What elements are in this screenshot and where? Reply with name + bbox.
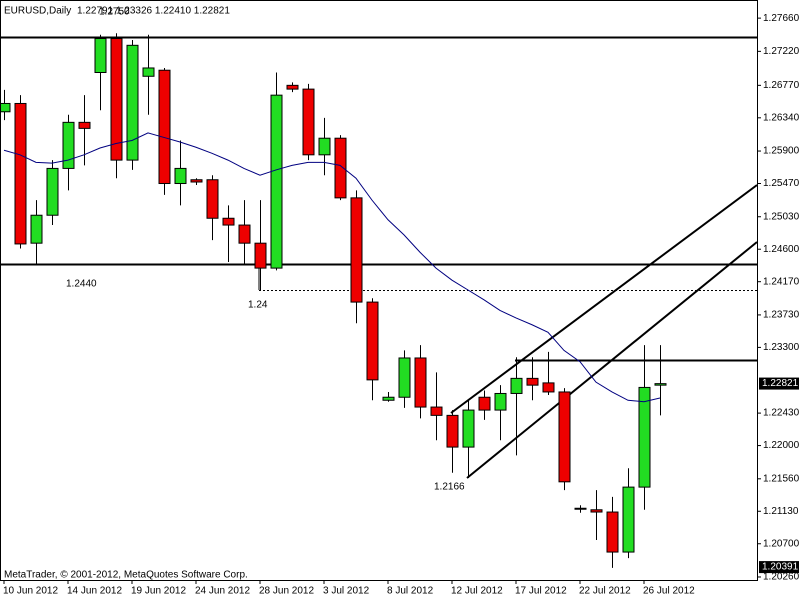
candle-body (174, 167, 187, 185)
moving-average (3, 132, 661, 403)
candle-body (238, 224, 251, 244)
candle-body (382, 396, 395, 401)
candle-body (270, 94, 283, 269)
candle-body (510, 377, 523, 394)
x-tick-label: 12 Jul 2012 (451, 586, 503, 597)
y-tick-label: 1.23300 (763, 342, 800, 353)
price-marker-label: 1.22821 (762, 378, 799, 389)
candle-body (142, 67, 155, 77)
channel-line (466, 241, 757, 479)
x-tick-label: 8 Jul 2012 (387, 586, 434, 597)
candle-body (94, 38, 107, 73)
candle-body (1, 102, 11, 113)
candle-body (526, 377, 539, 386)
candle-body (574, 507, 587, 510)
candle-body (222, 217, 235, 226)
candle-body (654, 383, 667, 386)
price-marker-box (759, 377, 799, 390)
drawings (1, 36, 757, 479)
y-tick-label: 1.21130 (763, 506, 799, 517)
x-tick-label: 28 Jun 2012 (259, 586, 314, 597)
y-tick-label: 1.25030 (763, 211, 800, 222)
x-tick-label: 3 Jul 2012 (323, 586, 370, 597)
x-tick-label: 22 Jul 2012 (579, 586, 631, 597)
x-tick-label: 17 Jul 2012 (515, 586, 567, 597)
candle-body (398, 357, 411, 398)
y-tick-label: 1.20700 (763, 538, 800, 549)
candle-body (78, 121, 91, 129)
candle-body (622, 486, 635, 553)
candle-body (542, 382, 555, 393)
y-tick-label: 1.27220 (763, 46, 800, 57)
candle-body (590, 509, 603, 513)
candle-body (366, 301, 379, 381)
y-tick-label: 1.22430 (763, 408, 800, 419)
y-tick-label: 1.24170 (763, 276, 800, 287)
y-tick-label: 1.26340 (763, 112, 800, 123)
symbol-title: EURUSD,Daily (4, 6, 71, 17)
candle-body (494, 392, 507, 411)
price-marker-label: 1.20391 (762, 562, 799, 573)
candle-body (318, 137, 331, 156)
candle-body (206, 179, 219, 219)
y-tick-label: 1.21560 (763, 473, 800, 484)
y-tick-label: 1.25470 (763, 178, 800, 189)
candle-body (14, 102, 27, 245)
footer: MetaTrader, © 2001-2012, MetaQuotes Soft… (4, 570, 248, 581)
x-tick-label: 24 Jun 2012 (195, 586, 250, 597)
candle-body (110, 38, 123, 161)
candle-body (30, 214, 43, 244)
x-tick-label: 26 Jul 2012 (643, 586, 695, 597)
y-tick-label: 1.24600 (763, 244, 800, 255)
candle-body (254, 242, 267, 269)
candle-body (638, 386, 651, 488)
annotation: 1.2750 (99, 7, 130, 18)
header-prices: 1.22791 1.23326 1.22410 1.22821 (77, 6, 230, 17)
y-tick-label: 1.22000 (763, 440, 800, 451)
candle-body (350, 197, 363, 303)
candle-body (126, 44, 139, 161)
annotation: 1.2166 (434, 482, 465, 493)
footer-bg (1, 566, 276, 580)
candle-body (302, 88, 315, 156)
candle-body (158, 69, 171, 185)
x-tick-label: 19 Jun 2012 (131, 586, 186, 597)
y-tick-label: 1.27660 (763, 13, 800, 24)
candle-body (286, 84, 299, 90)
candle-body (446, 414, 459, 448)
candle-body (430, 406, 443, 416)
y-tick-label: 1.20260 (763, 572, 800, 583)
candle-body (478, 396, 491, 411)
annotation: 1.2440 (66, 279, 97, 290)
candle-body (414, 357, 427, 408)
candle-body (190, 179, 203, 183)
annotation: 1.24 (248, 300, 268, 311)
candle-body (62, 121, 75, 169)
candle-body (334, 137, 347, 199)
candle-body (462, 409, 475, 448)
channel-line (450, 184, 757, 414)
candle-body (558, 391, 571, 483)
candles (1, 33, 667, 568)
candle-body (606, 511, 619, 553)
x-tick-label: 14 Jun 2012 (67, 586, 122, 597)
y-tick-label: 1.25900 (763, 146, 800, 157)
price-marker-box (759, 561, 799, 574)
y-tick-label: 1.26770 (763, 80, 800, 91)
x-tick-label: 10 Jun 2012 (3, 586, 58, 597)
y-tick-label: 1.23730 (763, 310, 800, 321)
candle-body (46, 167, 59, 216)
